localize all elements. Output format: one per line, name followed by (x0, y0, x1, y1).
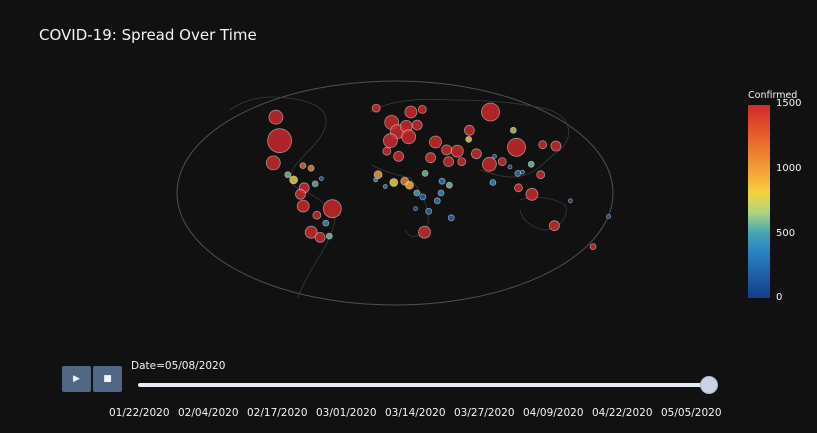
scatter-point-35[interactable] (507, 137, 526, 157)
scatter-point-44[interactable] (509, 126, 517, 134)
scatter-point-32[interactable] (470, 148, 482, 160)
colorbar (748, 105, 770, 298)
scatter-point-58[interactable] (433, 197, 441, 205)
scatter-point-24[interactable] (411, 119, 423, 131)
scatter-point-31[interactable] (443, 156, 455, 168)
scatter-point-7[interactable] (295, 188, 306, 200)
scatter-point-70[interactable] (507, 164, 513, 170)
slider-tick[interactable]: 03/01/2020 (316, 407, 377, 419)
scatter-point-0[interactable] (267, 128, 293, 154)
scatter-point-43[interactable] (589, 243, 597, 251)
scatter-point-72[interactable] (527, 160, 535, 168)
scatter-point-37[interactable] (550, 140, 562, 152)
scatter-point-50[interactable] (389, 178, 399, 187)
scatter-point-46[interactable] (425, 152, 437, 164)
scatter-point-63[interactable] (382, 184, 388, 189)
scatter-point-30[interactable] (450, 144, 464, 158)
scatter-point-56[interactable] (437, 189, 445, 197)
scatter-point-67[interactable] (465, 135, 473, 143)
scatter-point-47[interactable] (393, 150, 405, 162)
scatter-point-74[interactable] (606, 214, 611, 219)
scatter-point-11[interactable] (322, 219, 330, 227)
scatter-point-69[interactable] (489, 179, 497, 186)
scatter-point-59[interactable] (413, 206, 418, 212)
scatter-point-3[interactable] (299, 162, 307, 170)
scatter-point-26[interactable] (417, 105, 427, 114)
scatter-point-2[interactable] (265, 155, 281, 171)
scatter-point-49[interactable] (373, 170, 383, 180)
scatter-point-17[interactable] (307, 164, 315, 172)
scatter-point-39[interactable] (536, 170, 546, 180)
stop-button[interactable]: ■ (93, 366, 122, 392)
scatter-point-40[interactable] (525, 187, 539, 201)
colorbar-tick-0: 0 (776, 292, 783, 303)
scatter-point-33[interactable] (481, 156, 497, 172)
scatter-point-65[interactable] (413, 189, 421, 197)
scatter-point-55[interactable] (445, 181, 453, 189)
scatter-point-4[interactable] (289, 175, 299, 185)
scatter-point-73[interactable] (568, 198, 573, 204)
scatter-point-13[interactable] (314, 231, 326, 243)
slider-tick[interactable]: 03/27/2020 (454, 407, 515, 419)
scatter-point-15[interactable] (318, 176, 324, 182)
scatter-point-16[interactable] (284, 171, 292, 179)
slider-track[interactable] (138, 383, 718, 387)
chart-title: COVID-19: Spread Over Time (39, 26, 257, 44)
scatter-point-45[interactable] (463, 124, 475, 136)
scatter-point-68[interactable] (492, 153, 497, 159)
scatter-point-61[interactable] (418, 225, 431, 239)
scatter-point-64[interactable] (373, 177, 379, 183)
scatter-point-52[interactable] (405, 180, 414, 190)
scatter-point-60[interactable] (425, 207, 433, 215)
scatter-point-38[interactable] (514, 169, 522, 177)
scatter-point-22[interactable] (382, 133, 398, 149)
scatter-point-14[interactable] (325, 232, 333, 240)
slider-tick[interactable]: 03/14/2020 (385, 407, 446, 419)
slider-tick[interactable]: 04/09/2020 (523, 407, 584, 419)
play-button[interactable]: ▶ (62, 366, 91, 392)
scatter-point-23[interactable] (401, 129, 417, 145)
scatter-point-8[interactable] (296, 199, 310, 213)
slider-tick[interactable]: 01/22/2020 (109, 407, 170, 419)
scatter-point-1[interactable] (268, 109, 284, 125)
slider-tick[interactable]: 02/17/2020 (247, 407, 308, 419)
map-frame (176, 80, 614, 306)
scatter-point-66[interactable] (457, 157, 467, 167)
scatter-point-41[interactable] (514, 183, 523, 193)
scatter-point-48[interactable] (382, 146, 392, 156)
scatter-point-9[interactable] (322, 199, 342, 219)
scatter-point-42[interactable] (549, 220, 560, 232)
colorbar-tick-500: 500 (776, 228, 796, 239)
scatter-point-18[interactable] (371, 103, 381, 113)
slider-tick[interactable]: 04/22/2020 (592, 407, 653, 419)
scatter-point-6[interactable] (311, 180, 319, 188)
scatter-point-53[interactable] (421, 169, 429, 177)
scatter-markers (265, 102, 611, 251)
scatter-point-27[interactable] (481, 102, 500, 122)
scatter-point-36[interactable] (538, 140, 548, 150)
scatter-point-28[interactable] (429, 135, 442, 149)
stop-icon: ■ (103, 374, 112, 384)
slider-tick[interactable]: 02/04/2020 (178, 407, 239, 419)
scatter-point-25[interactable] (404, 105, 418, 119)
slider-handle[interactable] (700, 376, 718, 394)
play-icon: ▶ (73, 374, 80, 384)
scatter-point-12[interactable] (304, 225, 318, 239)
colorbar-tick-1000: 1000 (776, 163, 802, 174)
scatter-point-10[interactable] (312, 210, 322, 220)
scatter-point-62[interactable] (447, 214, 455, 222)
scatter-point-57[interactable] (419, 193, 427, 201)
slider-tick[interactable]: 05/05/2020 (661, 407, 722, 419)
scatter-point-71[interactable] (520, 169, 525, 175)
scatter-point-29[interactable] (441, 144, 453, 156)
colorbar-title: Confirmed (748, 90, 798, 101)
scatter-point-34[interactable] (497, 157, 507, 167)
slider-current-value: Date=05/08/2020 (131, 360, 226, 372)
colorbar-tick-1500: 1500 (776, 98, 802, 109)
scatter-point-54[interactable] (438, 177, 446, 185)
